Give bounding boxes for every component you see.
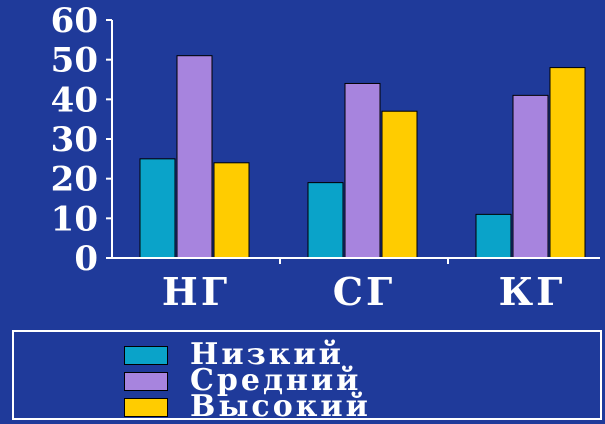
- y-tick-label: 50: [51, 41, 98, 81]
- category-label: СГ: [333, 269, 395, 314]
- y-tick-label: 20: [51, 160, 98, 200]
- bar-high-2: [381, 110, 418, 259]
- bars: [139, 55, 586, 259]
- legend: Низкий Средний Высокий: [12, 330, 602, 424]
- bar-low-2: [307, 182, 344, 259]
- legend-item-high: Высокий: [124, 389, 371, 424]
- bar-high-1: [213, 162, 250, 259]
- legend-item-medium: Средний: [124, 363, 362, 398]
- x-axis-ticks: [279, 258, 449, 264]
- legend-swatch-medium: [124, 371, 168, 391]
- bar-low-3: [475, 213, 512, 259]
- legend-swatch-high: [124, 397, 168, 417]
- bar-high-3: [549, 67, 586, 259]
- legend-item-low: Низкий: [124, 337, 344, 372]
- y-tick-label: 40: [51, 80, 98, 120]
- y-tick-label: 10: [51, 199, 98, 239]
- legend-label-medium: Средний: [190, 363, 362, 398]
- legend-label-high: Высокий: [190, 389, 371, 424]
- bar-medium-2: [344, 82, 381, 259]
- category-label: НГ: [162, 269, 230, 314]
- y-tick-label: 60: [51, 1, 98, 41]
- bar-low-1: [139, 158, 176, 259]
- legend-label-low: Низкий: [190, 337, 344, 372]
- y-tick-label: 30: [51, 120, 98, 160]
- bar-medium-1: [176, 55, 213, 259]
- category-labels: НГ СГ КГ: [162, 269, 566, 314]
- bar-medium-3: [512, 94, 549, 259]
- y-tick-label: 0: [74, 239, 98, 279]
- category-label: КГ: [499, 269, 566, 314]
- legend-swatch-low: [124, 345, 168, 365]
